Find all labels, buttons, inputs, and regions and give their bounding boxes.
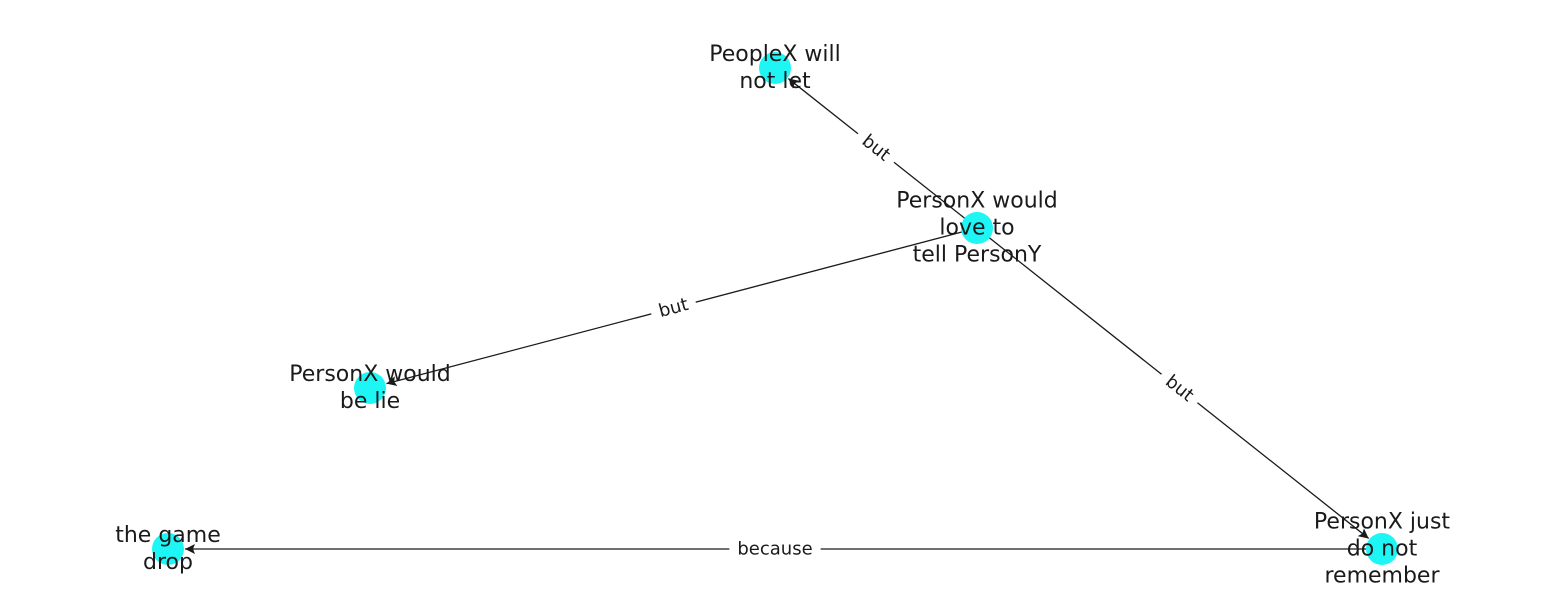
edges-layer: [185, 78, 1382, 554]
edge-label-background: [729, 537, 821, 561]
node-label-line: PersonX just: [1314, 510, 1451, 535]
node-label-center: PersonX would love to tell PersonY: [896, 189, 1057, 268]
node-top: [759, 52, 791, 84]
node-label-line: not let: [739, 69, 811, 94]
node-labels-layer: PersonX would love to tell PersonYPeopleX …: [115, 42, 1450, 589]
edge-label-background: [648, 291, 699, 325]
edge-label-group: because: [729, 537, 821, 561]
node-label-line: PeopleX will: [709, 42, 840, 67]
edge-label-group: but: [1154, 365, 1205, 412]
node-label-top: PeopleX will not let: [709, 42, 840, 94]
node-center: [961, 212, 993, 244]
node-label-line: the game: [115, 523, 221, 548]
node-label-line: PersonX would: [896, 189, 1057, 214]
node-label-line: tell PersonY: [913, 243, 1042, 268]
edge-label-background: [850, 124, 902, 172]
edge-label-group: but: [850, 124, 902, 172]
node-label-line: remember: [1324, 564, 1440, 589]
edge-label-background: [1154, 365, 1205, 412]
node-label-line: be lie: [340, 389, 400, 414]
node-bottom-right: [1366, 533, 1398, 565]
node-label-line: love to: [939, 216, 1014, 241]
node-label-line: drop: [143, 550, 193, 575]
nodes-layer: [152, 52, 1398, 565]
edge-label-group: but: [648, 291, 699, 325]
node-left: [354, 372, 386, 404]
edge-label: because: [737, 539, 812, 560]
node-label-line: do not: [1347, 537, 1418, 562]
node-label-bottom-left: the game drop: [115, 523, 221, 575]
node-bottom-left: [152, 533, 184, 565]
node-label-bottom-right: PersonX just do not remember: [1314, 510, 1451, 589]
node-label-line: PersonX would: [289, 362, 450, 387]
node-label-left: PersonX would be lie: [289, 362, 450, 414]
edge-label: but: [656, 294, 690, 322]
